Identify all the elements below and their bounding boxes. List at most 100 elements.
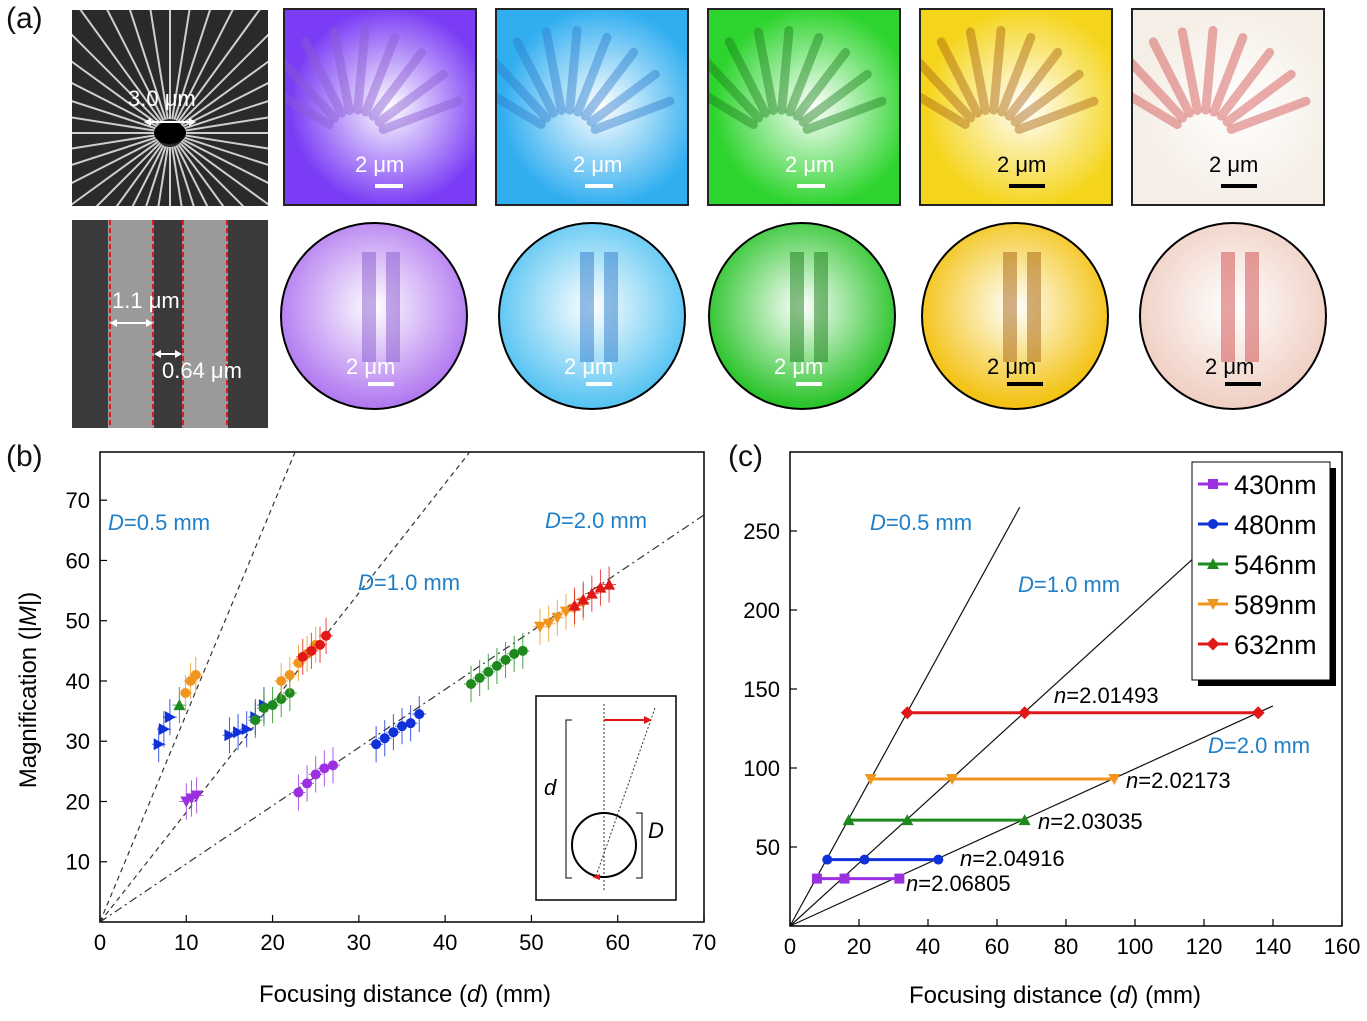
b-data-point [310,769,321,780]
b-inset: d D [535,695,677,901]
c-legend-label: 546nm [1234,550,1317,580]
c-n-label-589: n=2.02173 [1126,768,1231,793]
b-data-point [224,729,236,742]
b-data-point [509,648,520,659]
b-data-point [414,709,425,720]
b-data-point [559,606,572,618]
b-y-tick-label: 20 [66,789,90,814]
c-data-point [894,873,905,884]
c-n-label-632: n=2.01493 [1054,683,1159,708]
micro-image-top-4: 2 μm [919,8,1113,206]
c-legend-label: 589nm [1234,590,1317,620]
stripes-pattern-graphic [108,220,228,428]
scale-label: 2 μm [785,152,835,177]
c-legend-label: 632nm [1234,630,1317,660]
b-data-point [483,666,494,677]
sem-radial-dimension-label: 3.0 μm [128,86,196,111]
b-data-point [405,718,416,729]
c-data-point [1108,774,1121,786]
c-data-point [946,774,959,786]
b-data-point [173,699,186,711]
c-data-point [822,854,833,865]
b-data-point [190,790,203,802]
b-reference-line-1 [99,451,296,923]
b-data-point [371,739,382,750]
panel-label-b: (b) [6,440,43,473]
sem-gap-width-label: 0.64 μm [162,358,242,383]
c-legend-label: 480nm [1234,510,1317,540]
scale-bar [375,184,403,188]
c-y-tick-label: 250 [743,519,780,544]
c-x-tick-label: 60 [985,934,1009,959]
b-data-point [297,651,308,662]
c-data-point [864,774,877,786]
b-data-point [474,672,485,683]
c-annotation-d20: D=2.0 mm [1208,733,1310,758]
c-data-point [1018,814,1031,826]
scale-label: 2 μm [346,354,396,379]
b-data-point [379,733,390,744]
b-x-tick-label: 0 [94,930,106,955]
b-data-point [293,787,304,798]
b-data-point [594,581,607,593]
b-data-point [233,726,245,739]
inset-D-label: D [648,818,664,843]
micro-image-top-3: 2 μm [707,8,901,206]
b-data-point [397,721,407,732]
b-data-point [267,700,278,711]
b-x-tick-label: 50 [519,930,543,955]
c-legend-marker [1208,479,1218,489]
c-legend-label: 430nm [1234,470,1317,500]
c-annotation-d05: D=0.5 mm [870,510,972,535]
scale-label: 2 μm [355,152,405,177]
c-data-point [933,854,944,865]
b-data-point [319,763,330,774]
b-data-point [153,738,165,751]
b-x-tick-label: 30 [347,930,371,955]
c-n-label-546: n=2.03035 [1038,809,1143,834]
c-x-tick-label: 40 [916,934,940,959]
b-data-point [517,645,528,656]
micro-image-top-1: 2 μm [283,8,477,206]
b-data-point [534,621,547,633]
scale-label: 2 μm [1205,354,1255,379]
c-y-tick-label: 150 [743,677,780,702]
b-y-tick-label: 30 [66,729,90,754]
b-x-tick-label: 10 [174,930,198,955]
c-data-point [811,873,822,884]
b-data-point [603,578,616,590]
scale-bar [586,382,612,386]
c-data-point [1251,706,1265,720]
scale-bar [797,184,825,188]
c-n-label-480: n=2.04916 [960,846,1065,871]
c-y-tick-label: 100 [743,756,780,781]
b-data-point [158,723,170,736]
micro-image-top-5: 2 μm [1131,8,1325,206]
micro-image-bottom-3: 2 μm [708,222,896,410]
radial-pattern-graphic [72,10,268,206]
b-data-point [250,715,261,726]
c-x-tick-label: 0 [784,934,796,959]
c-n-label-430: n=2.06805 [906,871,1011,896]
c-annotation-d10: D=1.0 mm [1018,572,1120,597]
micro-image-bottom-4: 2 μm [921,222,1109,410]
scale-label: 2 μm [573,152,623,177]
b-x-tick-label: 20 [260,930,284,955]
c-x-tick-label: 120 [1186,934,1223,959]
b-data-point [568,599,581,611]
sem-stripe-width-label: 1.1 μm [112,288,180,313]
c-data-point [842,814,855,826]
c-data-point [901,814,914,826]
scale-bar [1007,382,1043,386]
sem-image-radial: 3.0 μm [72,10,268,206]
b-data-point [551,612,564,624]
b-reference-line-2 [99,451,471,923]
b-data-point [190,669,201,680]
micro-image-bottom-2: 2 μm [498,222,686,410]
scale-label: 2 μm [997,152,1047,177]
c-legend: 430nm 480nm 546nm 589nm 632nm [1191,461,1336,686]
c-y-tick-label: 50 [756,835,780,860]
c-legend-marker [1207,558,1219,569]
b-data-point [276,675,287,686]
micro-image-bottom-5: 2 μm [1139,222,1327,410]
